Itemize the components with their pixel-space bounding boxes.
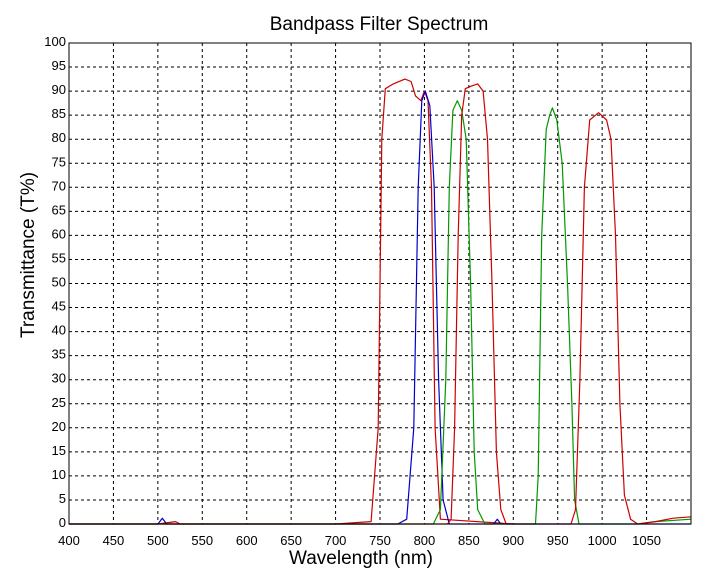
x-tick-label: 900	[502, 533, 524, 548]
y-tick-label: 20	[52, 419, 66, 434]
y-axis-label: Transmittance (T%)	[18, 172, 39, 338]
x-tick-label: 1000	[588, 533, 617, 548]
x-axis-label: Wavelength (nm)	[289, 548, 433, 569]
y-tick-label: 40	[52, 323, 66, 338]
y-tick-label: 55	[52, 250, 66, 265]
x-tick-label: 650	[280, 533, 302, 548]
y-tick-label: 10	[52, 467, 66, 482]
y-tick-label: 60	[52, 226, 66, 241]
y-tick-label: 85	[52, 106, 66, 121]
x-tick-label: 700	[325, 533, 347, 548]
y-tick-label: 45	[52, 299, 66, 314]
x-tick-label: 950	[547, 533, 569, 548]
x-tick-label: 550	[191, 533, 213, 548]
x-tick-label: 450	[103, 533, 125, 548]
grid-layer	[69, 43, 691, 524]
x-tick-label: 850	[458, 533, 480, 548]
x-tick-labels: 400 450 500 550 600 650 700 750 800 850 900 950 1000…	[58, 533, 661, 548]
y-tick-label: 90	[52, 82, 66, 97]
y-tick-label: 50	[52, 275, 66, 290]
y-tick-label: 65	[52, 202, 66, 217]
y-tick-label: 95	[52, 58, 66, 73]
y-tick-label: 35	[52, 347, 66, 362]
y-tick-label: 30	[52, 371, 66, 386]
y-tick-label: 100	[44, 34, 66, 49]
y-tick-label: 15	[52, 443, 66, 458]
y-tick-label: 25	[52, 395, 66, 410]
x-tick-label: 1050	[632, 533, 661, 548]
plot-frame	[68, 42, 692, 525]
y-tick-label: 5	[59, 491, 66, 506]
y-tick-labels: 0 5 10 15 20 25 30 35 40 45 50 55 60 65 70 75 80 85 90 95 10…	[44, 34, 66, 530]
y-tick-label: 0	[59, 515, 66, 530]
x-tick-label: 400	[58, 533, 80, 548]
y-tick-label: 80	[52, 130, 66, 145]
series-line-3	[69, 100, 692, 525]
x-tick-label: 800	[414, 533, 436, 548]
x-tick-label: 750	[369, 533, 391, 548]
y-tick-label: 70	[52, 178, 66, 193]
x-tick-label: 600	[236, 533, 258, 548]
chart-title: Bandpass Filter Spectrum	[270, 14, 489, 35]
y-tick-label: 75	[52, 154, 66, 169]
x-tick-label: 500	[147, 533, 169, 548]
